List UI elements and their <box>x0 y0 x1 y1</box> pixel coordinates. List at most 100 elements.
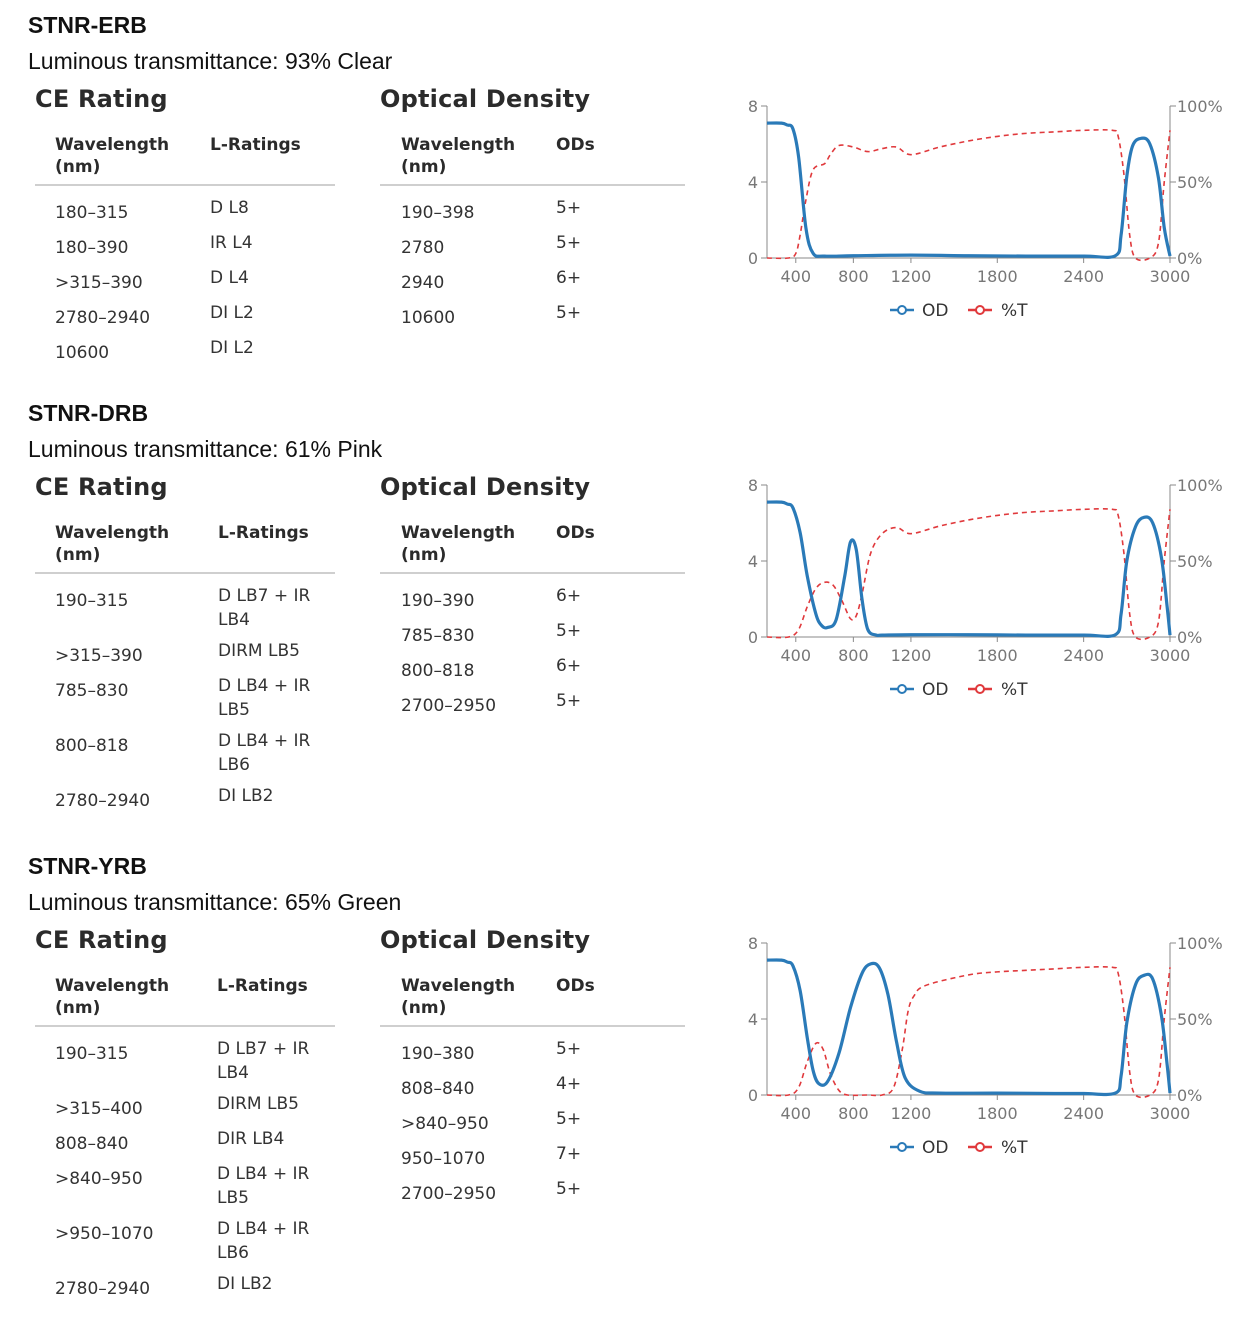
wavelength-cell: >840–950 <box>55 1169 143 1189</box>
column-header-wavelength: Wavelength (nm) <box>55 976 170 1018</box>
table-row: 950–1070 7+ <box>380 1142 685 1177</box>
ce-rating-table: Wavelength (nm) L-Ratings 190–315 D LB7 + IR… <box>35 522 335 819</box>
table-row: 2700–2950 5+ <box>380 1177 685 1212</box>
series-line-od <box>766 500 1172 638</box>
ce-rating-title: CE Rating <box>35 85 168 113</box>
wavelength-cell: 785–830 <box>55 681 129 701</box>
luminous-transmittance: Luminous transmittance: 93% Clear <box>28 48 393 74</box>
chart-legend[interactable]: OD %T <box>890 680 1028 700</box>
wavelength-cell: 2780–2940 <box>55 308 151 328</box>
l-rating-cell: DIR LB4 <box>217 1129 285 1149</box>
optical-density-table: Wavelength (nm) ODs 190–398 5+ 2780 5+ 2940 6+ 10… <box>380 134 685 336</box>
x-tick-label: 1800 <box>977 267 1018 286</box>
x-tick-label: 2400 <box>1063 267 1104 286</box>
table-row: 190–315 D LB7 + IR LB4 <box>35 584 335 639</box>
legend-t-marker <box>975 305 985 315</box>
luminous-transmittance: Luminous transmittance: 65% Green <box>28 889 402 915</box>
column-header-ods: ODs <box>556 523 595 543</box>
y-left-tick-label: 0 <box>748 628 758 647</box>
x-tick-label: 1200 <box>891 267 932 286</box>
od-cell: 5+ <box>556 303 582 323</box>
x-tick-label: 1800 <box>977 1104 1018 1123</box>
table-row: 10600 5+ <box>380 301 685 336</box>
product-name: STNR-YRB <box>28 853 147 879</box>
l-rating-cell: D LB4 + IR LB6 <box>218 731 311 775</box>
chart-svg: 0 4 8 0% 50% 100% 400 800 1200 1800 2400 3000 OD %T <box>748 934 1223 1158</box>
x-tick-label: 400 <box>781 1104 812 1123</box>
optical-density-table: Wavelength (nm) ODs 190–380 5+ 808–840 4+ >840–… <box>380 975 685 1212</box>
y-right-tick-label: 50% <box>1177 173 1213 192</box>
wavelength-cell: 2940 <box>401 273 445 293</box>
table-row: 190–390 6+ <box>380 584 685 619</box>
l-rating-cell: D L8 <box>210 198 249 218</box>
wavelength-cell: 950–1070 <box>401 1149 486 1169</box>
table-row: 180–315 D L8 <box>35 196 335 231</box>
legend-od-label: OD <box>922 301 948 321</box>
y-left-tick-label: 4 <box>748 1010 758 1029</box>
wavelength-cell: 190–315 <box>55 1044 129 1064</box>
wavelength-cell: 808–840 <box>401 1079 475 1099</box>
l-rating-cell: D LB4 + IR LB6 <box>217 1219 310 1263</box>
wavelength-cell: 190–315 <box>55 591 129 611</box>
x-tick-label: 400 <box>781 267 812 286</box>
wavelength-cell: >840–950 <box>401 1114 489 1134</box>
x-tick-label: 3000 <box>1150 1104 1191 1123</box>
wavelength-cell: 785–830 <box>401 626 475 646</box>
ce-rating-table: Wavelength (nm) L-Ratings 180–315 D L8 180–39… <box>35 134 335 371</box>
ce-rating-table: Wavelength (nm) L-Ratings 190–315 D LB7 + IR… <box>35 975 335 1307</box>
wavelength-cell: 190–398 <box>401 203 475 223</box>
y-left-tick-label: 0 <box>748 1086 758 1105</box>
table-row: 190–398 5+ <box>380 196 685 231</box>
series-line-od <box>766 958 1172 1097</box>
wavelength-cell: >315–400 <box>55 1099 143 1119</box>
od-cell: 5+ <box>556 233 582 253</box>
luminous-transmittance: Luminous transmittance: 61% Pink <box>28 436 383 462</box>
table-row: >950–1070 D LB4 + IR LB6 <box>35 1217 335 1272</box>
table-header: Wavelength (nm) L-Ratings <box>35 134 335 186</box>
x-tick-label: 1200 <box>891 646 932 665</box>
column-header-wavelength: Wavelength (nm) <box>401 976 516 1018</box>
l-rating-cell: DI LB2 <box>218 786 274 806</box>
l-rating-cell: D LB7 + IR LB4 <box>217 1039 310 1083</box>
table-row: 808–840 4+ <box>380 1072 685 1107</box>
chart-legend[interactable]: OD %T <box>890 301 1028 321</box>
od-cell: 6+ <box>556 586 582 606</box>
od-cell: 6+ <box>556 656 582 676</box>
product-name: STNR-ERB <box>28 12 147 38</box>
table-row: >840–950 5+ <box>380 1107 685 1142</box>
legend-t-label: %T <box>1001 680 1028 700</box>
wavelength-cell: 2780 <box>401 238 445 258</box>
chart-legend[interactable]: OD %T <box>890 1138 1028 1158</box>
table-row: 10600 DI L2 <box>35 336 335 371</box>
table-row: >315–390 DIRM LB5 <box>35 639 335 674</box>
od-cell: 5+ <box>556 1039 582 1059</box>
legend-od-label: OD <box>922 680 948 700</box>
od-cell: 5+ <box>556 621 582 641</box>
wavelength-cell: 800–818 <box>401 661 475 681</box>
y-left-tick-label: 8 <box>748 476 758 495</box>
optical-density-title: Optical Density <box>380 85 591 113</box>
table-header: Wavelength (nm) L-Ratings <box>35 975 335 1027</box>
chart-svg: 0 4 8 0% 50% 100% 400 800 1200 1800 2400 3000 OD %T <box>748 97 1223 321</box>
table-row: 785–830 D LB4 + IR LB5 <box>35 674 335 729</box>
wavelength-cell: 2780–2940 <box>55 791 151 811</box>
wavelength-cell: 10600 <box>401 308 456 328</box>
column-header-l-ratings: L-Ratings <box>217 976 308 996</box>
l-rating-cell: D LB4 + IR LB5 <box>218 676 311 720</box>
y-left-tick-label: 4 <box>748 552 758 571</box>
od-cell: 6+ <box>556 268 582 288</box>
table-row: 2700–2950 5+ <box>380 689 685 724</box>
l-rating-cell: DI LB2 <box>217 1274 273 1294</box>
wavelength-cell: 808–840 <box>55 1134 129 1154</box>
legend-t-label: %T <box>1001 1138 1028 1158</box>
y-right-tick-label: 50% <box>1177 1010 1213 1029</box>
l-rating-cell: D LB4 + IR LB5 <box>217 1164 310 1208</box>
od-transmittance-chart: 0 4 8 0% 50% 100% 400 800 1200 1800 2400 3000 OD %T <box>735 469 1235 714</box>
chart-svg: 0 4 8 0% 50% 100% 400 800 1200 1800 2400 3000 OD %T <box>748 476 1223 700</box>
table-row: >315–390 D L4 <box>35 266 335 301</box>
optical-density-title: Optical Density <box>380 473 591 501</box>
column-header-wavelength: Wavelength (nm) <box>401 523 516 565</box>
table-row: 800–818 6+ <box>380 654 685 689</box>
x-tick-label: 2400 <box>1063 646 1104 665</box>
legend-t-label: %T <box>1001 301 1028 321</box>
